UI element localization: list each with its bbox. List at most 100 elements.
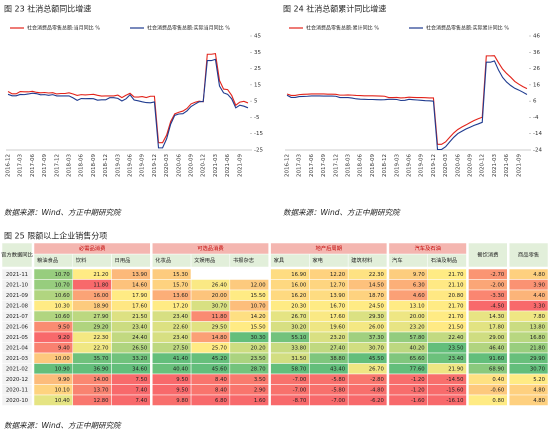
cell-value: 21.50 <box>448 324 464 330</box>
x-tick-label: 2019-03 <box>115 154 121 177</box>
cell-value: 45.50 <box>369 356 385 362</box>
cell-value: 16.80 <box>530 335 546 341</box>
cell-value: 24.50 <box>369 303 385 309</box>
cell-value: -1.60 <box>411 398 425 404</box>
cell-value: -2.00 <box>491 282 505 288</box>
empty-cell <box>229 268 269 280</box>
cell-value: 14.80 <box>212 335 228 341</box>
x-tick-label: 2017-12 <box>333 154 339 177</box>
cell-value: 23.40 <box>448 356 464 362</box>
row-label: 2021-02 <box>6 366 28 372</box>
column-header: 日用品 <box>115 257 131 264</box>
cell-value: -4.80 <box>370 387 384 393</box>
cell-value: 30.30 <box>250 335 266 341</box>
cell-value: 16.00 <box>93 293 109 299</box>
cell-value: 8.40 <box>215 387 227 393</box>
cell-value: 14.60 <box>132 282 148 288</box>
x-tick-label: 2016-12 <box>6 154 12 177</box>
cell-value: 30.20 <box>291 324 307 330</box>
cell-value: 7.80 <box>533 314 545 320</box>
legend-label: 社会消费品零售总额:累计同比 % <box>306 25 379 32</box>
header-cell <box>508 242 549 268</box>
cell-value: 12.00 <box>250 282 266 288</box>
x-tick-label: 2020-12 <box>480 154 486 177</box>
cell-value: 10.90 <box>55 366 71 372</box>
line-series <box>286 55 528 145</box>
cell-value: 26.00 <box>369 324 385 330</box>
cell-value: 91.60 <box>489 356 505 362</box>
cell-value: 20.00 <box>212 293 228 299</box>
y-tick-label: -24 <box>533 148 542 154</box>
x-tick-label: 2021-09 <box>237 154 243 177</box>
cell-value: -1.20 <box>411 377 425 383</box>
y-tick-label: 5 <box>254 99 258 105</box>
y-tick-label: 16 <box>533 82 540 88</box>
cell-value: 27.50 <box>173 345 189 351</box>
row-label: 2021-07 <box>6 314 28 320</box>
column-header: 书报杂志 <box>233 256 254 264</box>
x-tick-label: 2021-09 <box>516 154 522 177</box>
cell-value: -7.00 <box>293 377 307 383</box>
cell-value: 23.40 <box>173 335 189 341</box>
row-label: 2021-11 <box>6 272 28 278</box>
x-tick-label: 2018-12 <box>382 154 388 177</box>
cell-value: 9.20 <box>58 335 70 341</box>
cell-value: 15.70 <box>173 282 189 288</box>
cell-value: 35.70 <box>93 356 109 362</box>
cell-value: 10.10 <box>55 387 71 393</box>
cell-value: 22.30 <box>93 335 109 341</box>
cell-value: 15.50 <box>250 293 266 299</box>
y-tick-label: 26 <box>533 66 540 72</box>
column-header: 建筑材料 <box>351 256 373 264</box>
y-tick-label: -25 <box>254 148 263 154</box>
cell-value: 31.50 <box>291 356 307 362</box>
cell-value: 13.70 <box>93 387 109 393</box>
y-tick-label: 36 <box>533 50 540 56</box>
cell-value: 13.90 <box>132 272 148 278</box>
cell-value: -4.50 <box>491 303 505 309</box>
cell-value: 10.40 <box>55 398 71 404</box>
cell-value: 21.10 <box>448 282 464 288</box>
cell-value: 30.70 <box>212 303 228 309</box>
figure-title: 图 23 社消总额同比增速 <box>4 4 91 14</box>
cell-value: 9.50 <box>176 387 188 393</box>
cell-value: 22.70 <box>93 345 109 351</box>
group-header: 汽车及石油 <box>414 244 441 252</box>
cell-value: 21.70 <box>448 272 464 278</box>
cell-value: 4.80 <box>533 387 545 393</box>
cell-value: 23.50 <box>250 356 266 362</box>
x-tick-label: 2020-03 <box>443 154 449 177</box>
cell-value: 17.80 <box>489 324 505 330</box>
cell-value: 30.70 <box>369 345 385 351</box>
cell-value: 16.70 <box>330 303 346 309</box>
x-tick-label: 2021-06 <box>504 154 510 177</box>
cell-value: 26.50 <box>132 345 148 351</box>
cell-value: 4.60 <box>413 293 425 299</box>
cell-value: 26.70 <box>291 314 307 320</box>
cell-value: 23.40 <box>132 324 148 330</box>
cell-value: -16.10 <box>446 398 464 404</box>
x-tick-label: 2019-12 <box>431 154 437 177</box>
cell-value: -0.60 <box>491 387 505 393</box>
column-header: 饮料 <box>76 256 87 264</box>
x-tick-label: 2018-03 <box>67 154 73 177</box>
header-label: 官方数据同比 <box>1 251 33 259</box>
figure-title: 图 24 社消总额累计同比增速 <box>283 4 386 14</box>
cell-value: 11.80 <box>212 314 228 320</box>
cell-value: -2.80 <box>370 377 384 383</box>
cell-value: 29.90 <box>530 356 546 362</box>
cell-value: 68.90 <box>489 366 505 372</box>
source-note: 数据来源：Wind、方正中期研究院 <box>4 421 122 430</box>
row-label: 2021-09 <box>6 293 28 299</box>
cell-value: 40.40 <box>173 366 189 372</box>
cell-value: -3.30 <box>491 293 505 299</box>
cell-value: 23.20 <box>410 324 426 330</box>
cell-value: -6.20 <box>370 398 384 404</box>
cell-value: -5.80 <box>331 377 345 383</box>
cell-value: 28.70 <box>250 366 266 372</box>
cell-value: -15.60 <box>446 387 464 393</box>
cell-value: 15.50 <box>250 324 266 330</box>
column-header: 汽车 <box>392 256 403 264</box>
row-label: 2021-10 <box>6 282 29 288</box>
cell-value: 22.60 <box>173 324 189 330</box>
